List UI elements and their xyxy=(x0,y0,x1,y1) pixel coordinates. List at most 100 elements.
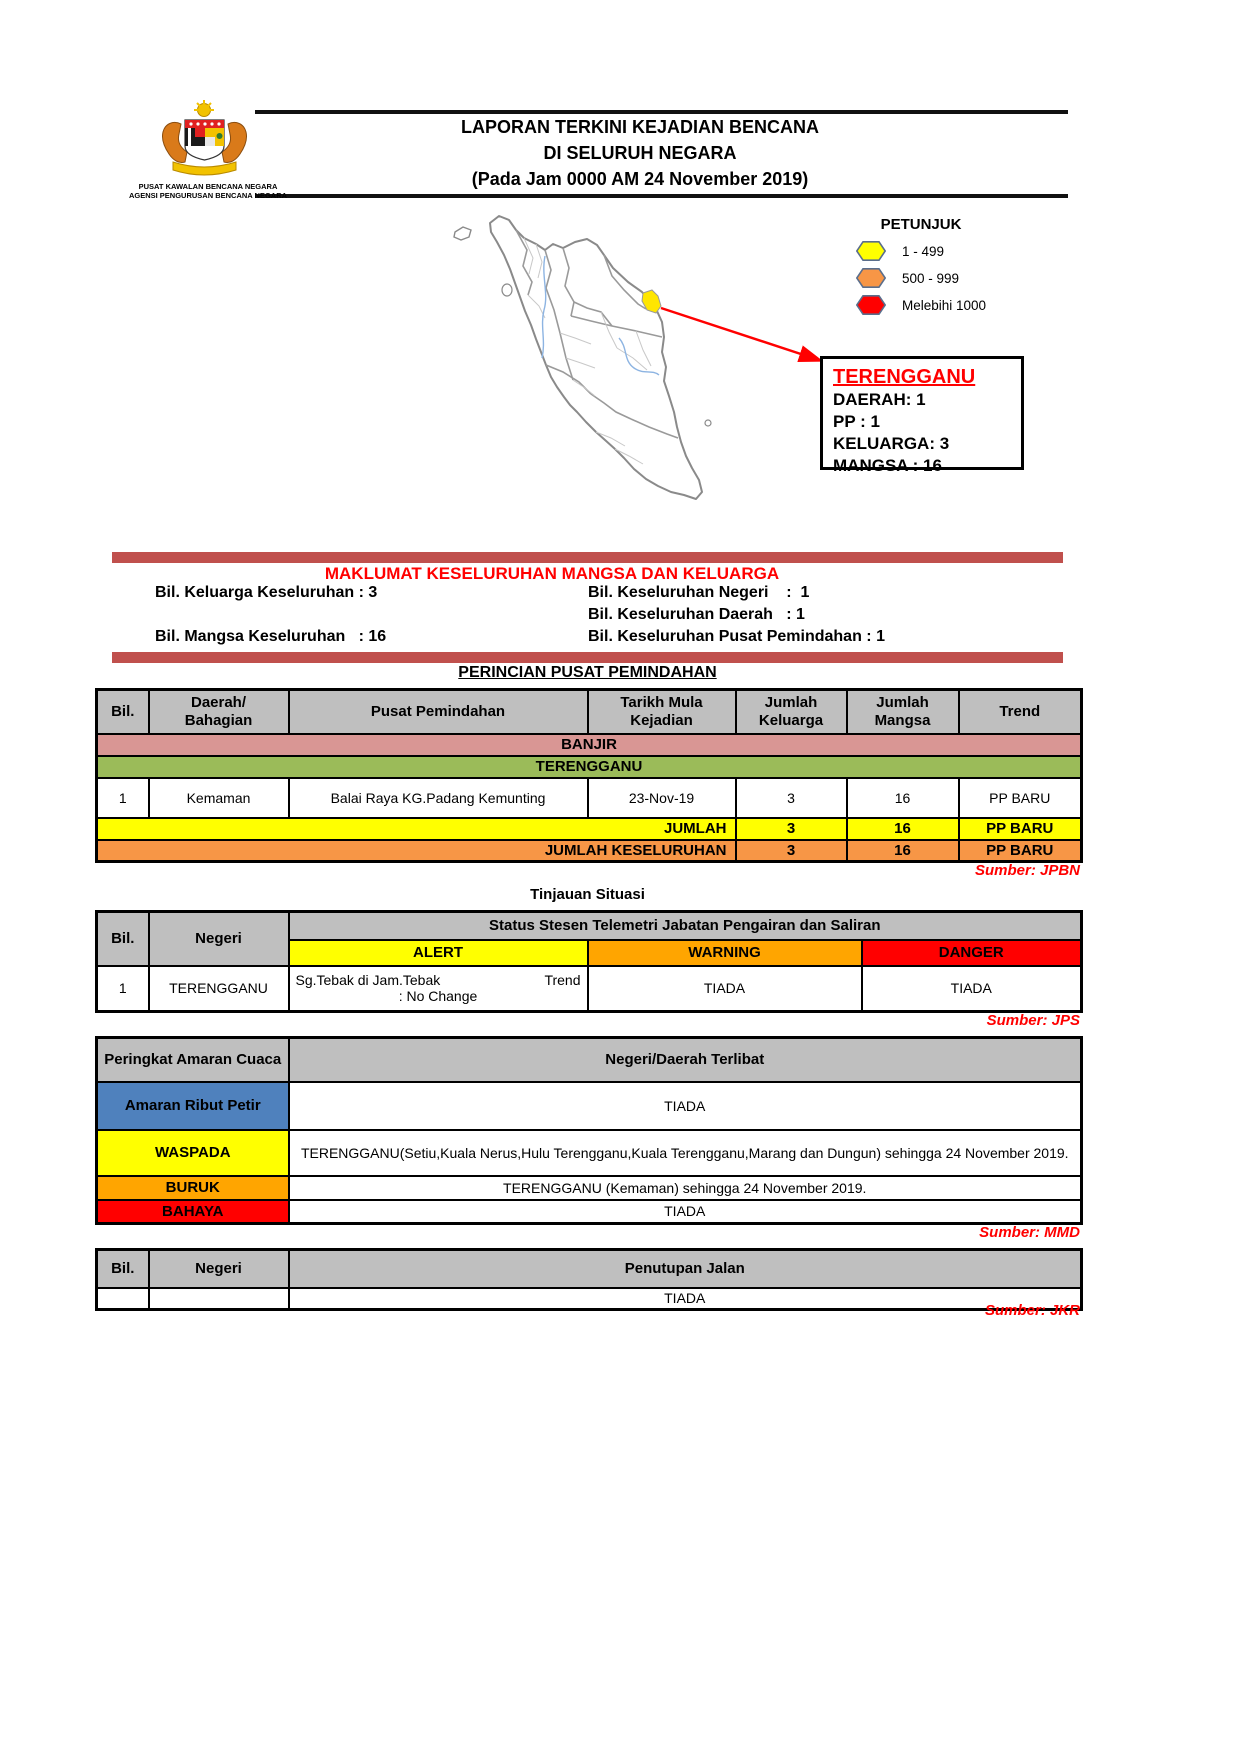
col-penutupan-jalan: Penutupan Jalan xyxy=(287,1248,1083,1289)
district-borders xyxy=(523,237,652,465)
weather-table: Peringkat Amaran Cuaca Negeri/Daerah Ter… xyxy=(95,1036,1083,1225)
situation-table: Bil. Negeri Status Stesen Telemetri Jaba… xyxy=(95,910,1084,1013)
weather-header-row: Peringkat Amaran Cuaca Negeri/Daerah Ter… xyxy=(95,1036,1083,1083)
station-name: Sg.Tebak di Jam.Tebak xyxy=(295,972,441,989)
relief-table: Bil. Daerah/ Bahagian Pusat Pemindahan T… xyxy=(95,688,1083,863)
col-jumlah-keluarga: Jumlah Keluarga xyxy=(734,688,848,735)
source-jps: Sumber: JPS xyxy=(986,1012,1080,1029)
trend-value: : No Change xyxy=(398,988,478,1005)
crest-shield-icon xyxy=(184,119,225,161)
legend-label: 1 - 499 xyxy=(902,243,945,259)
stat-negeri: Bil. Keseluruhan Negeri : 1 xyxy=(588,584,810,601)
label-ribut-petir: Amaran Ribut Petir xyxy=(95,1080,290,1131)
hexagon-orange-icon xyxy=(856,268,886,288)
cell-trend: PP BARU xyxy=(957,776,1083,819)
grand-total-row: JUMLAH KESELURUHAN 3 16 PP BARU xyxy=(95,838,1083,863)
table-row: BAHAYA TIADA xyxy=(95,1198,1083,1225)
col-bil: Bil. xyxy=(95,688,150,735)
total-trend: PP BARU xyxy=(957,816,1083,841)
value-ribut-petir: TIADA xyxy=(287,1080,1083,1131)
cell-mangsa: 16 xyxy=(845,776,960,819)
rivers xyxy=(541,255,660,376)
title-line1: LAPORAN TERKINI KEJADIAN BENCANA xyxy=(460,117,819,137)
road-closure-table: Bil. Negeri Penutupan Jalan TIADA xyxy=(95,1248,1083,1311)
left-tiger-icon xyxy=(162,121,188,163)
value-bahaya: TIADA xyxy=(287,1198,1083,1225)
level-danger: DANGER xyxy=(860,938,1083,967)
grand-label: JUMLAH KESELURUHAN xyxy=(95,838,737,863)
penang-island xyxy=(501,283,513,297)
total-keluarga: 3 xyxy=(734,816,848,841)
table-row: 1 Kemaman Balai Raya KG.Padang Kemunting… xyxy=(95,776,1083,819)
col-bil: Bil. xyxy=(95,1248,150,1289)
label-waspada: WASPADA xyxy=(95,1128,290,1177)
callout-state-name: TERENGGANU xyxy=(833,366,976,388)
cell-negeri xyxy=(147,1286,290,1311)
value-waspada: TERENGGANU(Setiu,Kuala Nerus,Hulu Tereng… xyxy=(287,1128,1083,1177)
legend-item: 1 - 499 xyxy=(856,241,1076,261)
cell-alert-station: Sg.Tebak di Jam.Tebak Trend : No Change xyxy=(287,964,589,1013)
cell-daerah: Kemaman xyxy=(147,776,290,819)
category-row: BANJIR xyxy=(95,732,1083,757)
roads-header-row: Bil. Negeri Penutupan Jalan xyxy=(95,1248,1083,1289)
cell-tarikh: 23-Nov-19 xyxy=(586,776,737,819)
cell-pusat: Balai Raya KG.Padang Kemunting xyxy=(287,776,589,819)
header-top-rule xyxy=(255,110,1068,114)
col-status-telemetri: Status Stesen Telemetri Jabatan Pengaira… xyxy=(287,910,1083,941)
callout-arrow xyxy=(660,306,824,363)
callout-keluarga: KELUARGA: 3 xyxy=(833,434,950,453)
highlighted-district-terengganu xyxy=(641,289,662,314)
table-row: BURUK TERENGGANU (Kemaman) sehingga 24 N… xyxy=(95,1174,1083,1201)
relief-header-row: Bil. Daerah/ Bahagian Pusat Pemindahan T… xyxy=(95,688,1083,735)
cell-keluarga: 3 xyxy=(734,776,848,819)
situation-title: Tinjauan Situasi xyxy=(530,886,645,903)
state-terengganu: TERENGGANU xyxy=(95,754,1083,779)
level-alert: ALERT xyxy=(287,938,589,967)
hexagon-yellow-icon xyxy=(856,241,886,261)
callout-pp: PP : 1 xyxy=(833,412,880,431)
situation-level-row: ALERT WARNING DANGER xyxy=(97,938,1083,967)
cell-bil: 1 xyxy=(95,776,150,819)
state-callout-box: TERENGGANU DAERAH: 1 PP : 1 KELUARGA: 3 … xyxy=(820,356,1024,475)
stat-daerah: Bil. Keseluruhan Daerah : 1 xyxy=(588,606,805,623)
cell-warning: TIADA xyxy=(586,964,863,1013)
col-jumlah-mangsa: Jumlah Mangsa xyxy=(845,688,960,735)
hexagon-red-icon xyxy=(856,295,886,315)
grand-keluarga: 3 xyxy=(734,838,848,863)
cell-penutupan: TIADA xyxy=(287,1286,1083,1311)
col-negeri: Negeri xyxy=(147,910,290,967)
grand-mangsa: 16 xyxy=(845,838,960,863)
trend-label: Trend xyxy=(544,972,581,989)
col-trend: Trend xyxy=(957,688,1083,735)
table-row: TIADA xyxy=(95,1286,1083,1311)
col-negeri: Negeri xyxy=(147,1248,290,1289)
col-negeri-daerah: Negeri/Daerah Terlibat xyxy=(287,1036,1083,1083)
stat-keluarga: Bil. Keluarga Keseluruhan : 3 xyxy=(155,584,378,601)
page-title: LAPORAN TERKINI KEJADIAN BENCANA DI SELU… xyxy=(255,114,1025,192)
grand-trend: PP BARU xyxy=(957,838,1083,863)
title-line2: DI SELURUH NEGARA xyxy=(543,143,737,163)
cell-danger: TIADA xyxy=(860,964,1083,1013)
value-buruk: TERENGGANU (Kemaman) sehingga 24 Novembe… xyxy=(287,1174,1083,1201)
header-bottom-rule xyxy=(255,194,1068,198)
table-row: 1 TERENGGANU Sg.Tebak di Jam.Tebak Trend… xyxy=(95,964,1083,1013)
total-label: JUMLAH xyxy=(95,816,737,841)
table-row: WASPADA TERENGGANU(Setiu,Kuala Nerus,Hul… xyxy=(95,1128,1083,1177)
callout-mangsa: MANGSA : 16 xyxy=(833,456,942,475)
agency-line2: AGENSI PENGURUSAN BENCANA NEGARA xyxy=(128,191,288,200)
table-row: Amaran Ribut Petir TIADA xyxy=(95,1080,1083,1131)
col-peringkat-amaran: Peringkat Amaran Cuaca xyxy=(95,1036,290,1083)
legend-item: 500 - 999 xyxy=(856,268,1076,288)
agency-name: PUSAT KAWALAN BENCANA NEGARA AGENSI PENG… xyxy=(118,182,298,200)
callout-daerah: DAERAH: 1 xyxy=(833,390,926,409)
col-pusat: Pusat Pemindahan xyxy=(287,688,589,735)
right-tiger-icon xyxy=(221,121,247,163)
legend-label: 500 - 999 xyxy=(902,270,960,286)
situation-header-row: Bil. Negeri Status Stesen Telemetri Jaba… xyxy=(95,910,1083,967)
col-daerah: Daerah/ Bahagian xyxy=(147,688,290,735)
cell-bil xyxy=(95,1286,150,1311)
cell-negeri: TERENGGANU xyxy=(147,964,290,1013)
malaysia-map xyxy=(453,215,824,500)
title-line3: (Pada Jam 0000 AM 24 November 2019) xyxy=(471,169,809,189)
relief-table-title: PERINCIAN PUSAT PEMINDAHAN xyxy=(458,664,717,681)
